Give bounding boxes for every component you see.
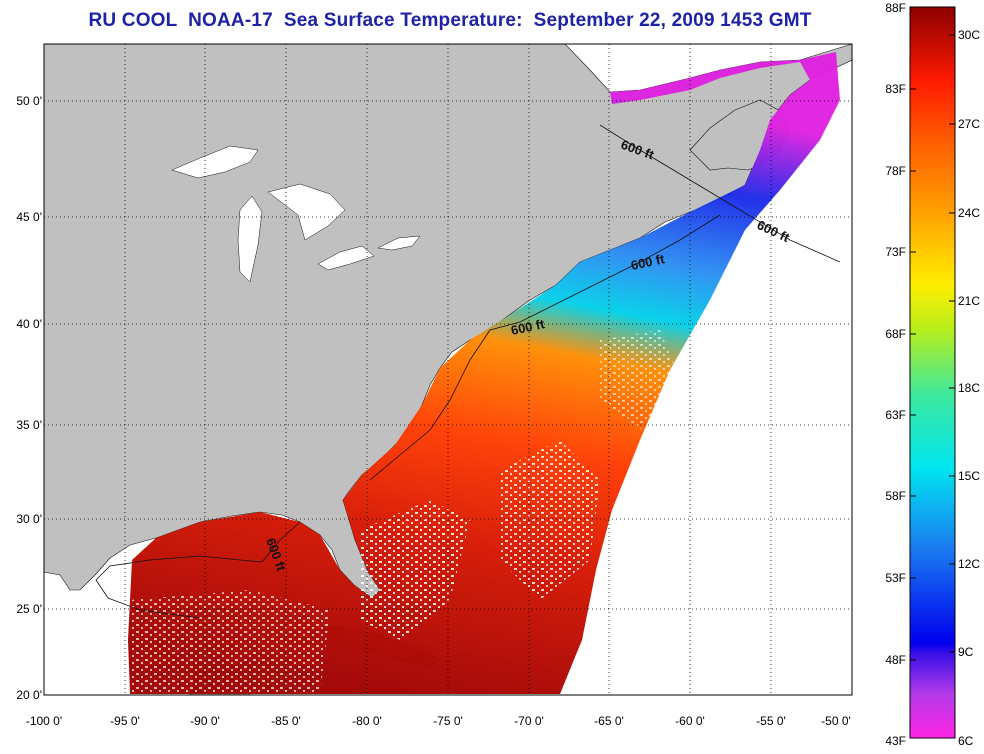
- lat-label-40: 40 0': [16, 317, 42, 331]
- isobath-600ft: [95, 124, 841, 619]
- colorbar-fahrenheit-labels: 88F 83F 78F 73F 68F 63F 58F 53F 48F 43F: [885, 1, 906, 748]
- lon-label-70: -70 0': [514, 714, 544, 728]
- map-gridlines: [44, 44, 852, 695]
- lat-label-25: 25 0': [16, 602, 42, 616]
- lat-label-35: 35 0': [16, 418, 42, 432]
- c-label-27: 27C: [958, 117, 980, 131]
- lon-label-95: -95 0': [110, 714, 140, 728]
- c-label-30: 30C: [958, 28, 980, 42]
- lat-label-45: 45 0': [16, 210, 42, 224]
- lon-label-90: -90 0': [190, 714, 220, 728]
- latitude-labels: 50 0' 45 0' 40 0' 35 0' 30 0' 25 0' 20 0…: [16, 94, 42, 702]
- cloud-gap-1: [360, 500, 470, 640]
- c-label-18: 18C: [958, 381, 980, 395]
- isobath-label-3: 600 ft: [630, 251, 667, 273]
- f-label-48: 48F: [885, 653, 906, 667]
- c-label-24: 24C: [958, 206, 980, 220]
- c-label-9: 9C: [958, 645, 974, 659]
- cloud-gap-3: [130, 590, 330, 694]
- lon-label-85: -85 0': [271, 714, 301, 728]
- lon-label-75: -75 0': [433, 714, 463, 728]
- lon-label-65: -65 0': [594, 714, 624, 728]
- lon-label-55: -55 0': [756, 714, 786, 728]
- lon-label-100: -100 0': [26, 714, 62, 728]
- f-label-83: 83F: [885, 82, 906, 96]
- map-title: RU COOL NOAA-17 Sea Surface Temperature:…: [88, 10, 812, 31]
- c-label-12: 12C: [958, 557, 980, 571]
- c-label-21: 21C: [958, 294, 980, 308]
- f-label-78: 78F: [885, 164, 906, 178]
- lat-label-30: 30 0': [16, 512, 42, 526]
- f-label-88: 88F: [885, 1, 906, 15]
- lon-label-50: -50 0': [821, 714, 851, 728]
- c-label-6: 6C: [958, 734, 974, 748]
- longitude-labels: -100 0' -95 0' -90 0' -85 0' -80 0' -75 …: [26, 714, 851, 728]
- lat-label-50: 50 0': [16, 94, 42, 108]
- f-label-73: 73F: [885, 245, 906, 259]
- cloud-gap-2: [500, 440, 600, 600]
- sst-swath: [128, 52, 840, 694]
- c-label-15: 15C: [958, 469, 980, 483]
- f-label-68: 68F: [885, 327, 906, 341]
- lon-label-60: -60 0': [675, 714, 705, 728]
- f-label-53: 53F: [885, 571, 906, 585]
- great-lakes: [171, 145, 421, 283]
- cloud-gap-4: [600, 330, 680, 430]
- f-label-43: 43F: [885, 734, 906, 748]
- map-frame: [43, 43, 853, 696]
- isobath-label-4: 600 ft: [510, 316, 547, 338]
- lat-label-20: 20 0': [16, 688, 42, 702]
- f-label-63: 63F: [885, 408, 906, 422]
- f-label-58: 58F: [885, 489, 906, 503]
- colorbar-celsius-labels: 30C 27C 24C 21C 18C 15C 12C 9C 6C: [958, 28, 980, 748]
- colorbar-ticks: [910, 34, 955, 661]
- lon-label-80: -80 0': [352, 714, 382, 728]
- colorbar: [909, 6, 956, 739]
